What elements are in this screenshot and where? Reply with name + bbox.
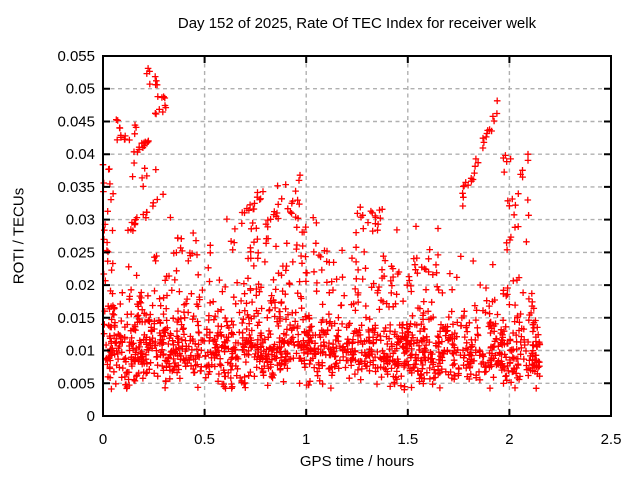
y-tick-label: 0.02 bbox=[66, 277, 95, 294]
y-tick-label: 0.045 bbox=[57, 113, 95, 130]
y-tick-label: 0.035 bbox=[57, 179, 95, 196]
y-tick-label: 0.055 bbox=[57, 48, 95, 65]
chart-title: Day 152 of 2025, Rate Of TEC Index for r… bbox=[177, 15, 537, 32]
y-tick-label: 0.005 bbox=[57, 375, 95, 392]
y-tick-label: 0 bbox=[87, 408, 95, 425]
y-tick-label: 0.025 bbox=[57, 244, 95, 261]
data-points bbox=[99, 65, 544, 393]
x-tick-label: 2.5 bbox=[601, 431, 622, 448]
y-tick-label: 0.03 bbox=[66, 212, 95, 229]
x-tick-label: 0 bbox=[99, 431, 107, 448]
x-tick-label: 1.5 bbox=[397, 431, 418, 448]
y-tick-label: 0.05 bbox=[66, 81, 95, 98]
y-tick-label: 0.01 bbox=[66, 343, 95, 360]
x-tick-label: 2 bbox=[505, 431, 513, 448]
y-tick-label: 0.04 bbox=[66, 146, 95, 163]
plot-border bbox=[102, 55, 612, 417]
x-tick-label: 0.5 bbox=[194, 431, 215, 448]
axis-ticks bbox=[102, 55, 612, 417]
grid-lines bbox=[103, 56, 611, 416]
y-tick-label: 0.015 bbox=[57, 310, 95, 327]
x-axis-label: GPS time / hours bbox=[299, 453, 415, 470]
x-tick-label: 1 bbox=[302, 431, 310, 448]
